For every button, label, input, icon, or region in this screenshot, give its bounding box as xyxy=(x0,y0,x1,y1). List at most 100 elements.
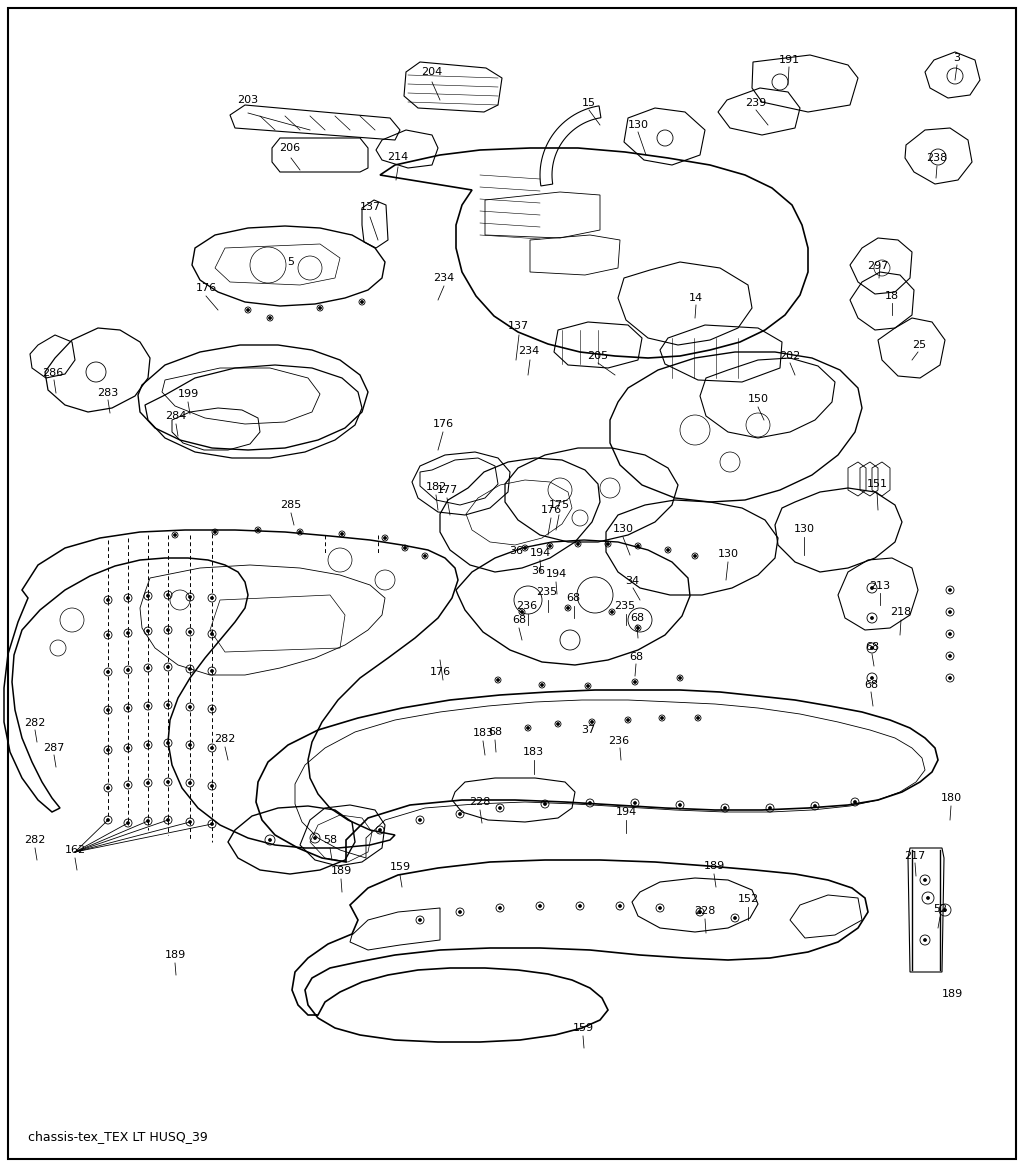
Text: 176: 176 xyxy=(196,284,216,293)
Text: 151: 151 xyxy=(866,478,888,489)
Text: 284: 284 xyxy=(165,411,186,421)
Circle shape xyxy=(520,610,523,614)
Text: 202: 202 xyxy=(779,351,801,361)
Circle shape xyxy=(188,630,191,634)
Circle shape xyxy=(256,529,259,531)
Circle shape xyxy=(679,677,682,679)
Text: 286: 286 xyxy=(42,368,63,378)
Text: 36: 36 xyxy=(509,546,523,555)
Text: 34: 34 xyxy=(625,576,639,586)
Text: 130: 130 xyxy=(718,548,738,559)
Circle shape xyxy=(591,720,594,724)
Text: 150: 150 xyxy=(748,394,768,404)
Text: 25: 25 xyxy=(912,340,926,350)
Text: 236: 236 xyxy=(516,601,538,612)
Text: 182: 182 xyxy=(425,482,446,492)
Text: 130: 130 xyxy=(612,524,634,534)
Text: 68: 68 xyxy=(488,727,502,738)
Circle shape xyxy=(499,907,502,909)
Circle shape xyxy=(127,822,129,825)
Circle shape xyxy=(924,938,927,942)
Text: 283: 283 xyxy=(97,387,119,398)
Circle shape xyxy=(679,804,682,806)
Text: 287: 287 xyxy=(43,743,65,753)
Text: 235: 235 xyxy=(537,587,557,598)
Text: chassis-tex_TEX LT HUSQ_39: chassis-tex_TEX LT HUSQ_39 xyxy=(28,1131,208,1144)
Circle shape xyxy=(146,819,150,823)
Text: 236: 236 xyxy=(608,736,630,746)
Circle shape xyxy=(384,537,386,539)
Circle shape xyxy=(188,668,191,671)
Text: 68: 68 xyxy=(864,680,878,690)
Text: 194: 194 xyxy=(615,808,637,817)
Text: 238: 238 xyxy=(927,153,947,163)
Circle shape xyxy=(544,803,547,805)
Text: 5: 5 xyxy=(288,257,295,267)
Circle shape xyxy=(948,610,951,614)
Circle shape xyxy=(693,554,696,558)
Text: 176: 176 xyxy=(541,505,561,515)
Circle shape xyxy=(188,706,191,708)
Circle shape xyxy=(658,907,662,909)
Circle shape xyxy=(211,670,213,672)
Circle shape xyxy=(188,743,191,747)
Text: 234: 234 xyxy=(518,345,540,356)
Text: 14: 14 xyxy=(689,293,703,303)
Text: 189: 189 xyxy=(165,950,185,960)
Circle shape xyxy=(526,727,529,729)
Text: 191: 191 xyxy=(778,55,800,65)
Circle shape xyxy=(146,743,150,747)
Circle shape xyxy=(127,596,129,600)
Text: 203: 203 xyxy=(238,95,259,105)
Text: 228: 228 xyxy=(469,797,490,808)
Circle shape xyxy=(403,546,407,550)
Text: 137: 137 xyxy=(508,321,528,331)
Circle shape xyxy=(587,685,590,687)
Circle shape xyxy=(211,747,213,749)
Circle shape xyxy=(870,616,873,620)
Circle shape xyxy=(696,717,699,720)
Circle shape xyxy=(948,677,951,679)
Circle shape xyxy=(566,607,569,609)
Circle shape xyxy=(167,629,170,631)
Circle shape xyxy=(188,595,191,599)
Text: 176: 176 xyxy=(429,668,451,677)
Text: 297: 297 xyxy=(867,261,889,271)
Circle shape xyxy=(577,543,580,545)
Circle shape xyxy=(637,627,640,629)
Circle shape xyxy=(549,545,552,547)
Text: 177: 177 xyxy=(436,485,458,495)
Circle shape xyxy=(667,548,670,552)
Text: 189: 189 xyxy=(331,866,351,876)
Circle shape xyxy=(948,633,951,636)
Text: 204: 204 xyxy=(421,67,442,77)
Circle shape xyxy=(268,316,271,320)
Circle shape xyxy=(637,545,640,547)
Text: 239: 239 xyxy=(745,98,767,109)
Circle shape xyxy=(541,684,544,686)
Circle shape xyxy=(497,678,500,682)
Circle shape xyxy=(768,806,771,810)
Circle shape xyxy=(313,837,316,839)
Circle shape xyxy=(106,818,110,822)
Text: 282: 282 xyxy=(25,836,46,845)
Text: 68: 68 xyxy=(566,593,580,603)
Circle shape xyxy=(127,747,129,749)
Text: 37: 37 xyxy=(581,725,595,735)
Text: 152: 152 xyxy=(737,894,759,904)
Text: 206: 206 xyxy=(280,144,301,153)
Text: 285: 285 xyxy=(281,499,302,510)
Circle shape xyxy=(870,587,873,589)
Circle shape xyxy=(106,599,110,601)
Circle shape xyxy=(419,818,422,822)
Text: 218: 218 xyxy=(891,607,911,617)
Text: 183: 183 xyxy=(472,728,494,738)
Text: 162: 162 xyxy=(65,845,86,855)
Text: 36: 36 xyxy=(531,566,545,576)
Text: 228: 228 xyxy=(694,906,716,916)
Text: 68: 68 xyxy=(629,652,643,662)
Text: 194: 194 xyxy=(546,569,566,579)
Circle shape xyxy=(146,782,150,784)
Text: 137: 137 xyxy=(359,202,381,212)
Text: 68: 68 xyxy=(512,615,526,626)
